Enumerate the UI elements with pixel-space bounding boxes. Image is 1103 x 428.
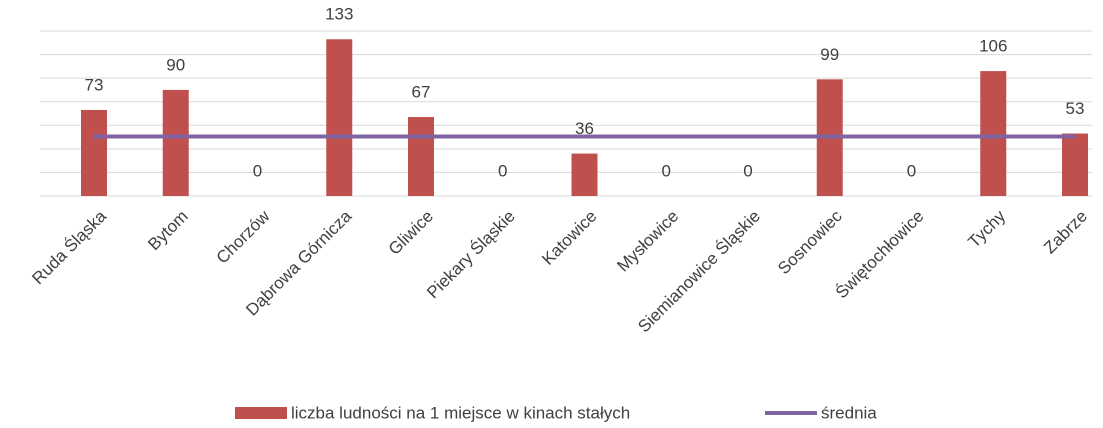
legend-label: liczba ludności na 1 miejsce w kinach st…	[291, 403, 630, 422]
data-label: 0	[907, 161, 916, 180]
data-label: 90	[166, 55, 185, 74]
bar	[980, 71, 1007, 196]
data-label: 106	[979, 37, 1007, 56]
x-tick-label: Gliwice	[385, 207, 437, 259]
data-label: 53	[1066, 99, 1085, 118]
data-label: 0	[498, 161, 507, 180]
x-tick-label: Mysłowice	[613, 207, 682, 276]
x-tick-label: Bytom	[144, 207, 192, 255]
data-label: 67	[412, 83, 431, 102]
bar	[408, 117, 434, 196]
data-label: 0	[662, 161, 671, 180]
x-tick-label: Katowice	[538, 207, 600, 269]
legend-swatch	[235, 407, 287, 419]
data-label: 36	[575, 119, 594, 138]
x-tick-label: Sosnowiec	[774, 206, 846, 278]
x-tick-label: Chorzów	[213, 206, 274, 267]
bar	[326, 39, 353, 196]
data-label: 0	[743, 161, 752, 180]
x-tick-label: Tychy	[964, 206, 1009, 251]
legend-label: średnia	[821, 403, 877, 422]
bar	[571, 153, 598, 196]
x-tick-label: Piekary Śląskie	[423, 207, 519, 303]
x-tick-label: Ruda Śląska	[28, 206, 110, 288]
x-tick-label: Świętochłowice	[832, 207, 928, 303]
bar	[1062, 133, 1088, 196]
x-tick-label: Zabrze	[1040, 207, 1091, 258]
data-label: 133	[325, 5, 353, 24]
bar	[162, 89, 189, 196]
bar	[81, 109, 107, 196]
data-label: 99	[820, 45, 839, 64]
data-label: 73	[85, 75, 104, 94]
data-label: 0	[253, 161, 262, 180]
